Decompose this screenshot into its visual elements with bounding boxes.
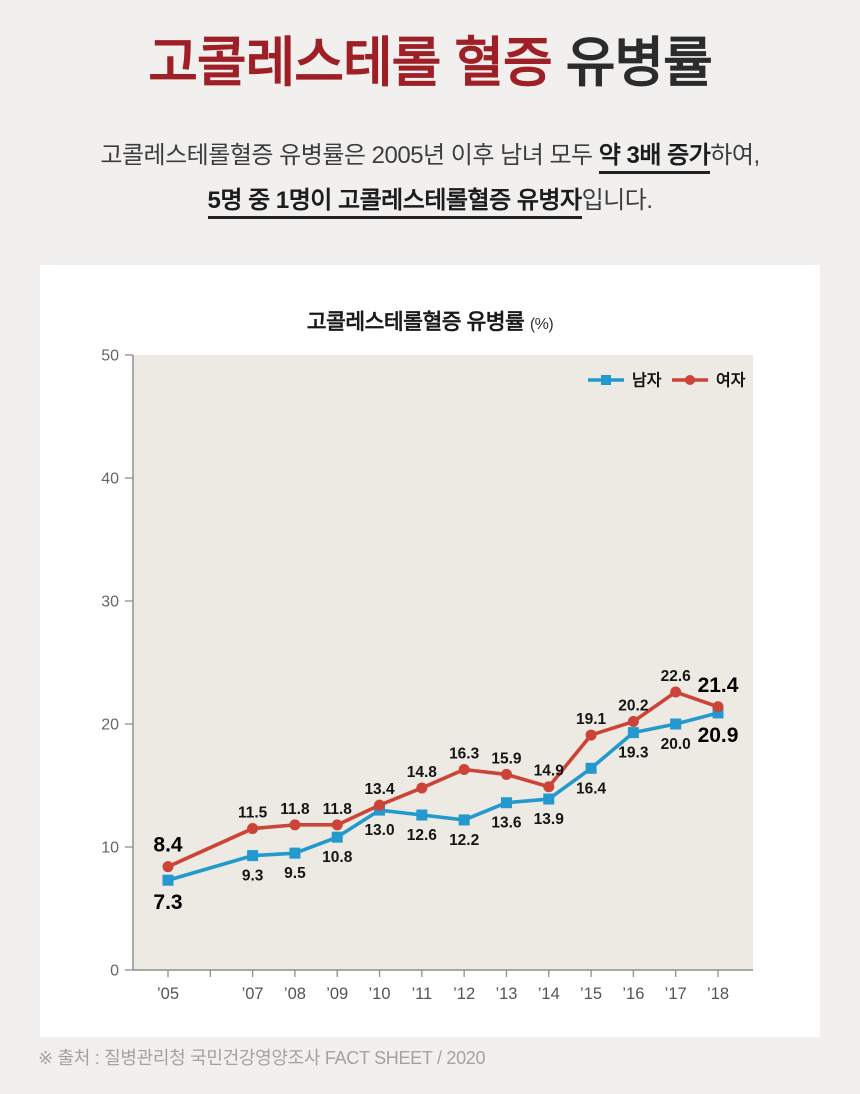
data-label: 9.5: [284, 865, 306, 882]
plot-area: [133, 355, 753, 970]
subtitle-line1-prefix: 고콜레스테롤혈증 유병률은 2005년 이후 남녀 모두: [100, 142, 599, 169]
y-tick-label: 30: [101, 594, 119, 611]
legend-circle-marker: [685, 375, 695, 385]
source-note: ※ 출처 : 질병관리청 국민건강영양조사 FACT SHEET / 2020: [38, 1048, 486, 1068]
circle-marker: [331, 819, 343, 831]
x-tick-label: ’10: [369, 985, 391, 1003]
x-tick-label: ’17: [665, 985, 687, 1003]
data-label: 14.9: [534, 763, 565, 780]
data-label: 12.2: [449, 832, 479, 849]
square-marker: [289, 847, 301, 859]
page-title: 고콜레스테롤 혈증 유병률: [0, 30, 860, 98]
data-label: 13.6: [491, 815, 522, 832]
legend-label: 남자: [632, 372, 662, 390]
data-label: 10.8: [322, 849, 353, 866]
square-marker: [162, 874, 174, 886]
circle-marker: [289, 819, 301, 831]
circle-marker: [585, 729, 597, 741]
data-label: 12.6: [407, 827, 438, 844]
data-label: 16.4: [576, 780, 607, 797]
y-tick-label: 0: [110, 963, 119, 980]
chart-title: 고콜레스테롤혈증 유병률 (%): [40, 265, 820, 336]
circle-marker: [712, 701, 724, 713]
square-marker: [331, 831, 343, 843]
data-label: 20.2: [618, 698, 648, 715]
chart-card: 고콜레스테롤혈증 유병률 (%) 0 10 20 30 40 50 ’05 ’07 ’08 ’09…: [40, 265, 820, 1037]
data-label: 11.8: [323, 801, 353, 818]
data-label: 8.4: [153, 834, 183, 857]
chart-title-text: 고콜레스테롤혈증 유병률: [306, 310, 525, 334]
data-label: 20.9: [698, 724, 739, 747]
x-tick-label: ’12: [453, 985, 475, 1003]
circle-marker: [416, 782, 428, 794]
data-label: 13.0: [364, 822, 394, 839]
legend-square-marker: [601, 375, 611, 385]
data-label: 14.8: [407, 764, 438, 781]
data-label: 11.5: [238, 805, 268, 822]
x-tick-label: ’13: [495, 985, 517, 1003]
chart-title-unit: (%): [529, 316, 554, 333]
circle-marker: [500, 768, 512, 780]
square-marker: [500, 797, 512, 809]
subtitle-line2-suffix: 입니다.: [581, 187, 653, 214]
square-marker: [585, 762, 597, 774]
subtitle-line2: 5명 중 1명이 고콜레스테롤혈증 유병자입니다.: [0, 185, 860, 219]
circle-marker: [543, 781, 555, 793]
data-label: 19.3: [618, 745, 649, 762]
legend-label: 여자: [716, 372, 746, 390]
x-tick-label: ’09: [326, 985, 348, 1003]
x-tick-label: ’08: [284, 985, 306, 1003]
circle-marker: [458, 764, 470, 776]
circle-marker: [162, 861, 174, 873]
square-marker: [627, 727, 639, 739]
x-tick-label: ’16: [622, 985, 644, 1003]
prevalence-line-chart: 0 10 20 30 40 50 ’05 ’07 ’08 ’09 ’10 ’11 ’12 ’13 ’14 ’1…: [101, 348, 753, 1003]
square-marker: [712, 707, 724, 719]
y-tick-label: 10: [101, 840, 119, 857]
data-label: 9.3: [242, 868, 264, 885]
circle-marker: [670, 686, 682, 698]
data-label: 13.4: [364, 781, 395, 798]
subtitle-line1-suffix: 하여,: [710, 142, 760, 169]
data-label: 7.3: [153, 891, 182, 914]
x-tick-label: ’18: [707, 985, 729, 1003]
circle-marker: [247, 823, 259, 835]
data-label: 22.6: [661, 668, 692, 685]
page-title-rest: 유병률: [551, 33, 713, 93]
data-label: 13.9: [534, 811, 565, 828]
circle-marker: [627, 716, 639, 728]
x-tick-label: ’05: [157, 985, 179, 1003]
data-label: 15.9: [491, 750, 522, 767]
square-marker: [458, 814, 470, 826]
subtitle-line2-emphasis: 5명 중 1명이 고콜레스테롤혈증 유병자: [207, 187, 582, 219]
y-tick-label: 40: [101, 471, 119, 488]
square-marker: [670, 718, 682, 730]
data-label: 21.4: [698, 674, 739, 697]
x-tick-label: ’14: [538, 985, 560, 1003]
square-marker: [416, 809, 428, 821]
data-label: 16.3: [449, 746, 480, 763]
x-tick-label: ’11: [411, 985, 432, 1003]
data-label: 20.0: [661, 736, 691, 753]
page-title-highlight: 고콜레스테롤 혈증: [148, 33, 552, 93]
subtitle-line1-emphasis: 약 3배 증가: [598, 142, 711, 174]
square-marker: [543, 793, 555, 805]
data-label: 19.1: [576, 711, 607, 728]
y-tick-label: 50: [101, 348, 119, 365]
y-tick-label: 20: [101, 717, 119, 734]
square-marker: [247, 850, 259, 862]
x-tick-label: ’07: [242, 985, 264, 1003]
circle-marker: [374, 799, 386, 811]
data-label: 11.8: [280, 801, 310, 818]
subtitle-line1: 고콜레스테롤혈증 유병률은 2005년 이후 남녀 모두 약 3배 증가하여,: [0, 140, 860, 174]
x-tick-label: ’15: [580, 985, 602, 1003]
